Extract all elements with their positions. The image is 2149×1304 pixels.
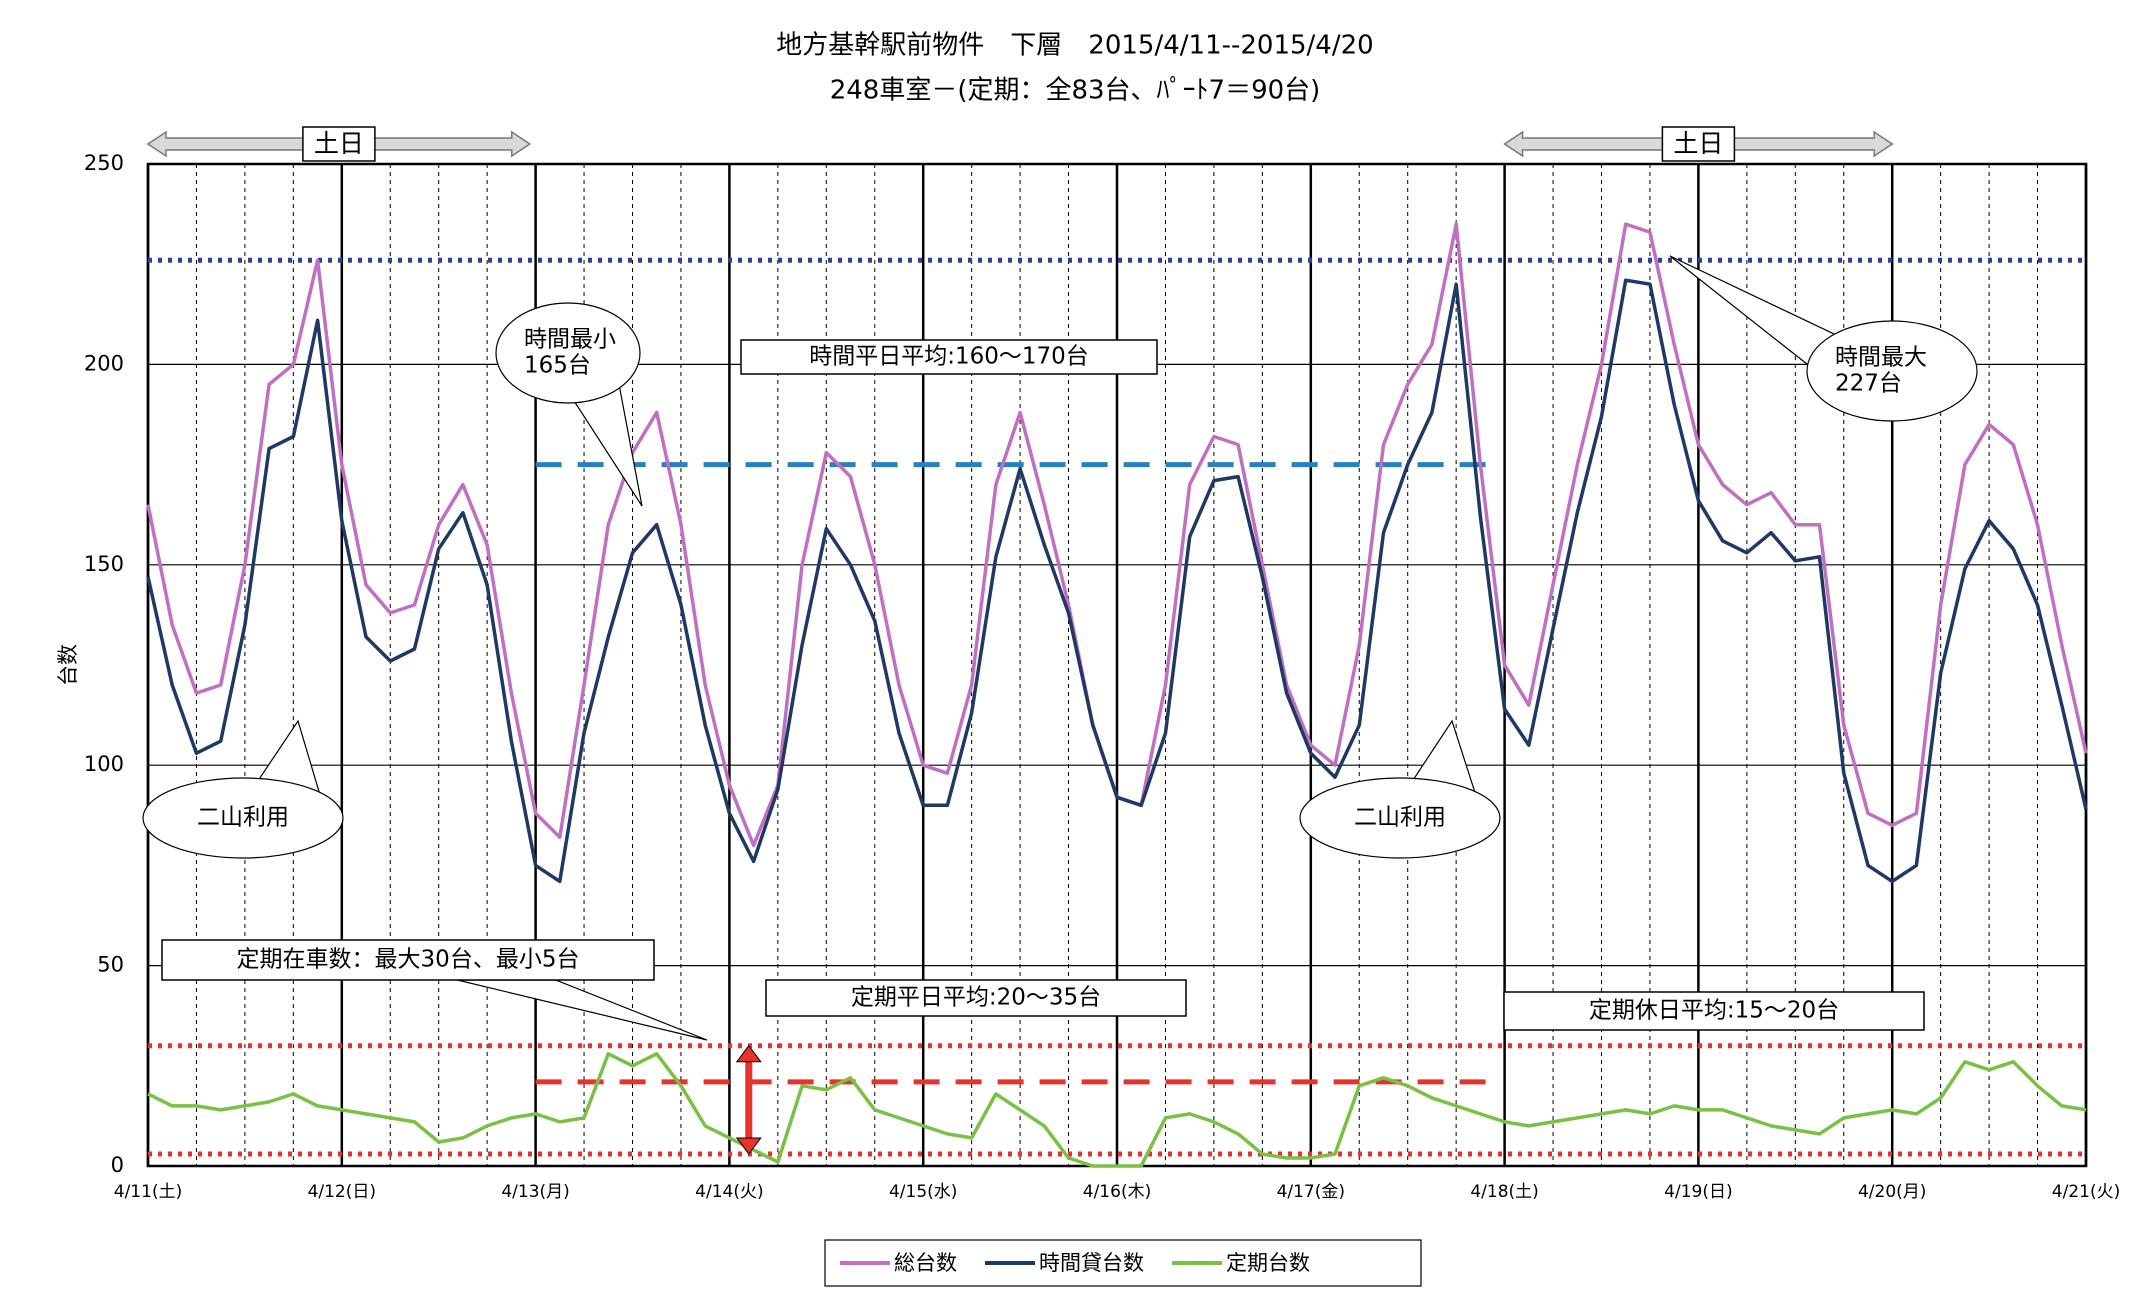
weekend-label-box: [302, 126, 376, 162]
x-tick-label: 4/17(金): [1277, 1182, 1345, 1202]
y-tick-label: 250: [84, 151, 124, 175]
legend: 総台数 時間貸台数 定期台数: [824, 1239, 1422, 1287]
annotation-text: 二山利用: [197, 805, 289, 831]
y-axis-label: 台数: [56, 644, 80, 686]
chart-subtitle: 248車室－(定期：全83台、ﾊﾟｰﾄ7＝90台): [830, 76, 1321, 106]
x-tick-label: 4/16(木): [1083, 1182, 1151, 1202]
y-tick-label: 150: [84, 552, 124, 576]
y-tick-label: 50: [97, 953, 124, 977]
callout-bubble: [142, 777, 344, 859]
annotation-box: [740, 339, 1158, 375]
annotation-text: 時間平日平均:160～170台: [809, 344, 1089, 370]
annotation-text: 時間最大: [1835, 345, 1927, 371]
annotation-text: 定期平日平均:20～35台: [851, 985, 1101, 1011]
legend-label: 定期台数: [1226, 1251, 1310, 1275]
x-tick-label: 4/12(日): [308, 1182, 376, 1202]
legend-label: 時間貸台数: [1039, 1251, 1144, 1275]
annotation-text: 二山利用: [1354, 805, 1446, 831]
legend-frame: [824, 1239, 1422, 1287]
x-tick-label: 4/13(月): [501, 1182, 569, 1202]
y-tick-label: 200: [84, 351, 124, 375]
arrow-head: [735, 1044, 762, 1155]
annotation-text: 定期休日平均:15～20台: [1589, 998, 1839, 1024]
annotation-text: 定期在車数：最大30台、最小5台: [237, 947, 580, 973]
y-tick-label: 100: [84, 752, 124, 776]
callout-pointer: [1669, 255, 1836, 366]
x-tick-label: 4/15(水): [889, 1182, 957, 1202]
series-line: [146, 278, 2088, 884]
weekend-label: 土日: [1673, 129, 1723, 158]
x-tick-label: 4/21(火): [2052, 1182, 2120, 1202]
callout-pointer: [457, 979, 708, 1041]
chart-title: 地方基幹駅前物件 下層 2015/4/11--2015/4/20: [776, 31, 1373, 61]
annotation-box: [1503, 991, 1925, 1031]
x-tick-label: 4/11(土): [114, 1182, 182, 1202]
series-line: [147, 1052, 2087, 1168]
callout-pointer: [574, 387, 643, 507]
x-tick-label: 4/19(日): [1664, 1182, 1732, 1202]
x-tick-label: 4/18(土): [1470, 1182, 1538, 1202]
callout-bubble: [1299, 777, 1501, 859]
annotation-box: [161, 939, 655, 981]
callout-bubble: [1806, 320, 1978, 422]
weekend-label: 土日: [314, 129, 364, 158]
weekend-label-box: [1661, 126, 1736, 162]
annotation-text: 時間最小: [524, 327, 616, 353]
legend-label: 総台数: [894, 1251, 957, 1275]
x-tick-label: 4/14(火): [695, 1182, 763, 1202]
annotation-text: 227台: [1835, 371, 1902, 397]
annotation-box: [765, 979, 1187, 1017]
x-tick-label: 4/20(月): [1858, 1182, 1926, 1202]
callout-bubble: [495, 302, 641, 404]
annotation-text: 165台: [524, 353, 591, 379]
y-tick-label: 0: [111, 1153, 124, 1177]
